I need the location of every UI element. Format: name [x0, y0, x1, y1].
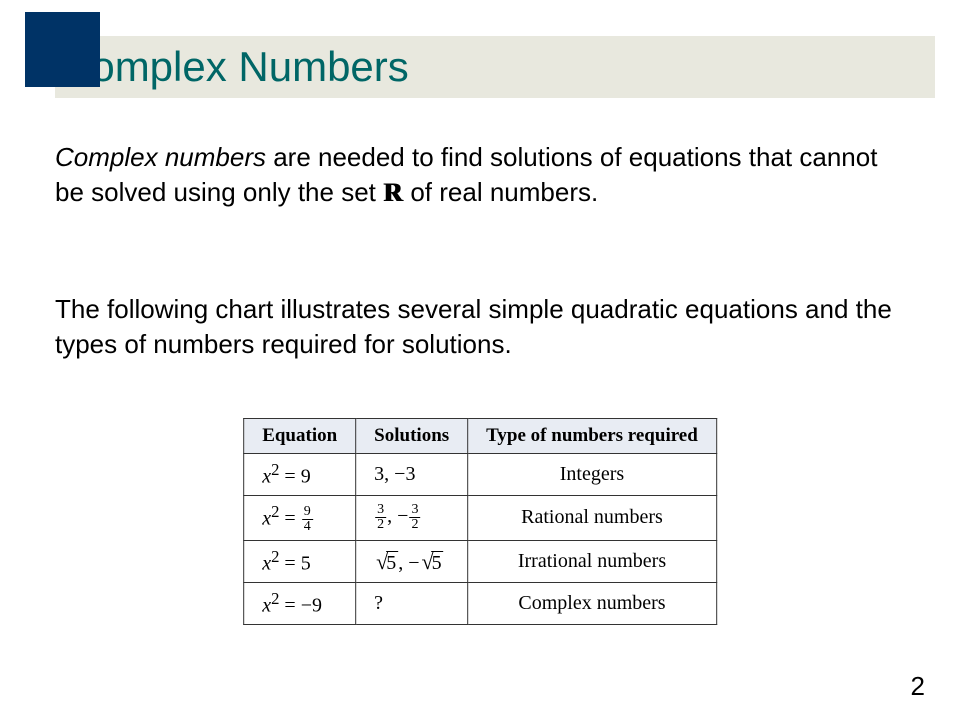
cell-equation: x2 = 94	[244, 495, 356, 541]
table-row: x2 = 9 3, −3 Integers	[244, 454, 717, 496]
slide-title: Complex Numbers	[61, 43, 409, 91]
table-row: x2 = 94 32, −32 Rational numbers	[244, 495, 717, 541]
cell-equation: x2 = −9	[244, 582, 356, 624]
col-type: Type of numbers required	[468, 419, 717, 454]
page-number: 2	[911, 671, 925, 702]
real-numbers-symbol: R	[383, 175, 403, 210]
cell-equation: x2 = 9	[244, 454, 356, 496]
accent-square	[25, 12, 100, 87]
cell-type: Integers	[468, 454, 717, 496]
cell-solutions: ?	[356, 582, 468, 624]
term-complex-numbers: Complex numbers	[55, 142, 266, 172]
table-row: x2 = 5 5, −5 Irrational numbers	[244, 541, 717, 583]
cell-type: Irrational numbers	[468, 541, 717, 583]
table-header-row: Equation Solutions Type of numbers requi…	[244, 419, 717, 454]
cell-equation: x2 = 5	[244, 541, 356, 583]
cell-solutions: 3, −3	[356, 454, 468, 496]
cell-type: Complex numbers	[468, 582, 717, 624]
col-solutions: Solutions	[356, 419, 468, 454]
col-equation: Equation	[244, 419, 356, 454]
cell-type: Rational numbers	[468, 495, 717, 541]
equations-table: Equation Solutions Type of numbers requi…	[243, 418, 717, 625]
title-bar: Complex Numbers	[55, 36, 935, 98]
table-row: x2 = −9 ? Complex numbers	[244, 582, 717, 624]
cell-solutions: 32, −32	[356, 495, 468, 541]
intro-paragraph: Complex numbers are needed to find solut…	[55, 140, 905, 210]
para1-text-b: of real numbers.	[403, 177, 598, 207]
chart-intro-paragraph: The following chart illustrates several …	[55, 292, 905, 362]
cell-solutions: 5, −5	[356, 541, 468, 583]
